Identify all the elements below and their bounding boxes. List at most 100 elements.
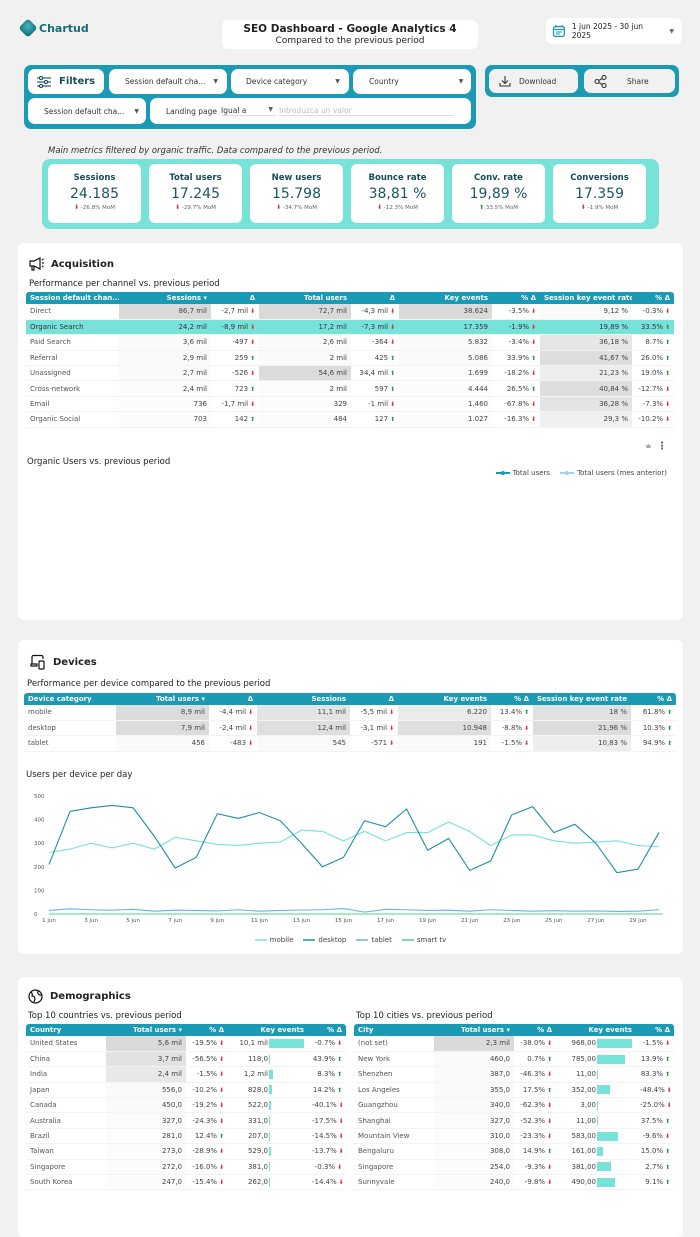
column-header[interactable]: Sessions ▾ [119,292,211,304]
table-row[interactable]: Direct 86,7 mil -2,7 mil ⬇ 72,7 mil -4,3 mil… [26,304,674,320]
table-row[interactable]: Shenzhen 387,0 -46.3% ⬇ 11,00 83.3% ⬆ [354,1066,674,1083]
session-channel-dropdown-2[interactable]: Session default cha... ▼ [28,98,146,124]
table-row[interactable]: mobile 8,9 mil -4,4 mil ⬇ 11,1 mil -5,5 mil … [24,705,676,721]
organic-users-chart-title: Organic Users vs. previous period [27,457,171,467]
cell-value: 5.086 [467,353,488,362]
column-header[interactable]: % Δ [631,693,676,705]
kpi-delta: ⬆ 33.5% MoM [452,204,545,211]
country-dropdown[interactable]: Country ▼ [353,69,471,94]
table-row[interactable]: Australia 327,0 -24.3% ⬇ 331,0 -17.5% ⬇ [26,1112,346,1129]
table-row[interactable]: Singapore 272,0 -16.0% ⬇ 381,0 -0.3% ⬇ [26,1159,346,1176]
table-cell: 14.9% ⬆ [514,1143,556,1160]
table-row[interactable]: Canada 450,0 -19.2% ⬇ 522,0 -40.1% ⬇ [26,1097,346,1114]
filter-icon[interactable]: ⩧ [645,442,651,452]
column-header[interactable]: Device category [24,693,116,705]
kpi-card: Conv. rate 19,89 % ⬆ 33.5% MoM [452,164,545,223]
table-row[interactable]: Guangzhou 340,0 -62.3% ⬇ 3,00 -25.0% ⬇ [354,1097,674,1114]
table-row[interactable]: Japan 556,0 -10.2% ⬇ 828,0 14.2% ⬆ [26,1082,346,1099]
column-header[interactable]: % Δ [492,292,540,304]
table-row[interactable]: United States 5,6 mil -19.5% ⬇ 10,1 mil -0.7… [26,1036,346,1052]
table-cell: 37.5% ⬆ [636,1112,674,1129]
cell-value: 11,00 [575,1070,596,1079]
table-row[interactable]: New York 460,0 0.7% ⬆ 785,00 13.9% ⬆ [354,1051,674,1068]
column-header[interactable]: % Δ [186,1024,228,1036]
kpi-delta-text: -26.8% MoM [80,205,115,211]
column-header[interactable]: Country [26,1024,106,1036]
table-cell: 522,0 [228,1097,308,1114]
column-header[interactable]: Total users ▾ [434,1024,514,1036]
table-row[interactable]: Paid Search 3,6 mil -497 ⬇ 2,6 mil -364 ⬇ 5.8… [26,334,674,351]
table-row[interactable]: India 2,4 mil -1.5% ⬇ 1,2 mil 8.3% ⬆ [26,1066,346,1083]
column-header[interactable]: Total users ▾ [116,693,209,705]
download-button[interactable]: Download [489,69,578,93]
landing-page-input[interactable]: Introduzca un valor [279,106,455,116]
table-cell: Unassigned [26,365,119,382]
column-header[interactable]: Total users ▾ [106,1024,186,1036]
cell-value: 36,28 % [599,400,628,409]
date-range-picker[interactable]: 1 jun 2025 - 30 jun 2025 ▼ [546,18,682,44]
table-row[interactable]: Referral 2,9 mil 259 ⬆ 2 mil 425 ⬆ 5.086 33.9%… [26,350,674,367]
cell-value: 2,3 mil [485,1039,510,1048]
cell-value: 484 [333,415,347,424]
table-cell: -17.5% ⬇ [308,1112,346,1129]
table-cell: 450,0 [106,1097,186,1114]
column-header[interactable]: City [354,1024,434,1036]
table-row[interactable]: Bengaluru 308,0 14.9% ⬆ 161,00 15.0% ⬆ [354,1143,674,1160]
column-header[interactable]: Key events [398,693,491,705]
table-cell: 10,83 % [533,735,631,752]
column-header[interactable]: Total users [259,292,351,304]
column-header[interactable]: Session key event rate [540,292,632,304]
session-channel-dropdown[interactable]: Session default cha... ▼ [109,69,227,94]
column-header[interactable]: Key events [556,1024,636,1036]
table-cell: 72,7 mil [259,304,351,320]
column-header[interactable]: Key events [399,292,492,304]
table-row[interactable]: Singapore 254,0 -9.3% ⬇ 381,00 2.7% ⬆ [354,1159,674,1176]
legend-label: desktop [318,936,347,944]
table-row[interactable]: (not set) 2,3 mil -38.0% ⬇ 968,00 -1.5% ⬇ [354,1036,674,1052]
table-row[interactable]: Sunnyvale 240,0 -9.8% ⬇ 490,00 9.1% ⬆ [354,1174,674,1191]
arrow-up-icon: ⬆ [665,725,672,733]
table-row[interactable]: tablet 456 -483 ⬇ 545 -571 ⬇ 191 -1.5% ⬇ 10,83 … [24,735,676,752]
table-row[interactable]: Shanghai 327,0 -52.3% ⬇ 11,00 37.5% ⬆ [354,1112,674,1129]
column-header[interactable]: Δ [351,292,399,304]
device-category-dropdown[interactable]: Device category ▼ [231,69,349,94]
column-header[interactable]: Session key event rate [533,693,631,705]
table-row[interactable]: desktop 7,9 mil -2,4 mil ⬇ 12,4 mil -3,1 mil… [24,720,676,737]
filters-button[interactable]: Filters [28,69,104,94]
table-row[interactable]: Brazil 281,0 12.4% ⬆ 207,0 -14.5% ⬇ [26,1128,346,1145]
table-row[interactable]: Mountain View 310,0 -23.3% ⬇ 583,00 -9.6% ⬇ [354,1128,674,1145]
arrow-down-icon: ⬇ [529,308,536,316]
table-row[interactable]: Taiwan 273,0 -28.9% ⬇ 529,0 -13.7% ⬇ [26,1143,346,1160]
column-header[interactable]: Key events [228,1024,308,1036]
column-header[interactable]: Δ [350,693,398,705]
table-cell: 38.624 [399,304,492,320]
column-header[interactable]: % Δ [514,1024,556,1036]
share-button[interactable]: Share [584,69,675,93]
table-row[interactable]: Organic Social 703 142 ⬆ 484 127 ⬆ 1.027 -16.3… [26,411,674,428]
table-row[interactable]: China 3,7 mil -56.5% ⬇ 118,0 43.9% ⬆ [26,1051,346,1068]
series-line-desktop[interactable] [48,804,660,874]
kpi-label: Bounce rate [368,173,427,183]
column-header[interactable]: Δ [209,693,257,705]
column-header[interactable]: % Δ [636,1024,674,1036]
column-header[interactable]: % Δ [491,693,533,705]
cell-value: 12.4% [194,1132,218,1141]
series-line-mobile[interactable] [48,821,660,854]
column-header[interactable]: Session default chan... [26,292,119,304]
table-row[interactable]: South Korea 247,0 -15.4% ⬇ 262,0 -14.4% ⬇ [26,1174,346,1191]
table-row[interactable]: Unassigned 2,7 mil -526 ⬇ 54,6 mil 34,4 mil … [26,365,674,382]
table-row[interactable]: Cross-network 2,4 mil 723 ⬆ 2 mil 597 ⬆ 4.444… [26,380,674,397]
arrow-down-icon: ⬇ [545,1071,552,1079]
series-line-tablet[interactable] [48,908,660,913]
more-options-icon[interactable]: ⋮ [657,441,667,452]
table-row[interactable]: Los Angeles 355,0 17.5% ⬆ 352,00 -48.4% ⬇ [354,1082,674,1099]
x-tick-label: 23 jun [503,918,521,924]
column-header[interactable]: Δ [211,292,259,304]
column-header[interactable]: % Δ [632,292,674,304]
table-row[interactable]: Organic Search 24,2 mil -8,9 mil ⬇ 17,2 mil… [26,319,674,336]
operator-select[interactable]: Igual a ▼ [221,106,277,116]
cell-value: 308,0 [489,1147,510,1156]
column-header[interactable]: % Δ [308,1024,346,1036]
column-header[interactable]: Sessions [257,693,350,705]
table-row[interactable]: Email 736 -1,7 mil ⬇ 329 -1 mil ⬇ 1.460 -67.8%… [26,396,674,413]
